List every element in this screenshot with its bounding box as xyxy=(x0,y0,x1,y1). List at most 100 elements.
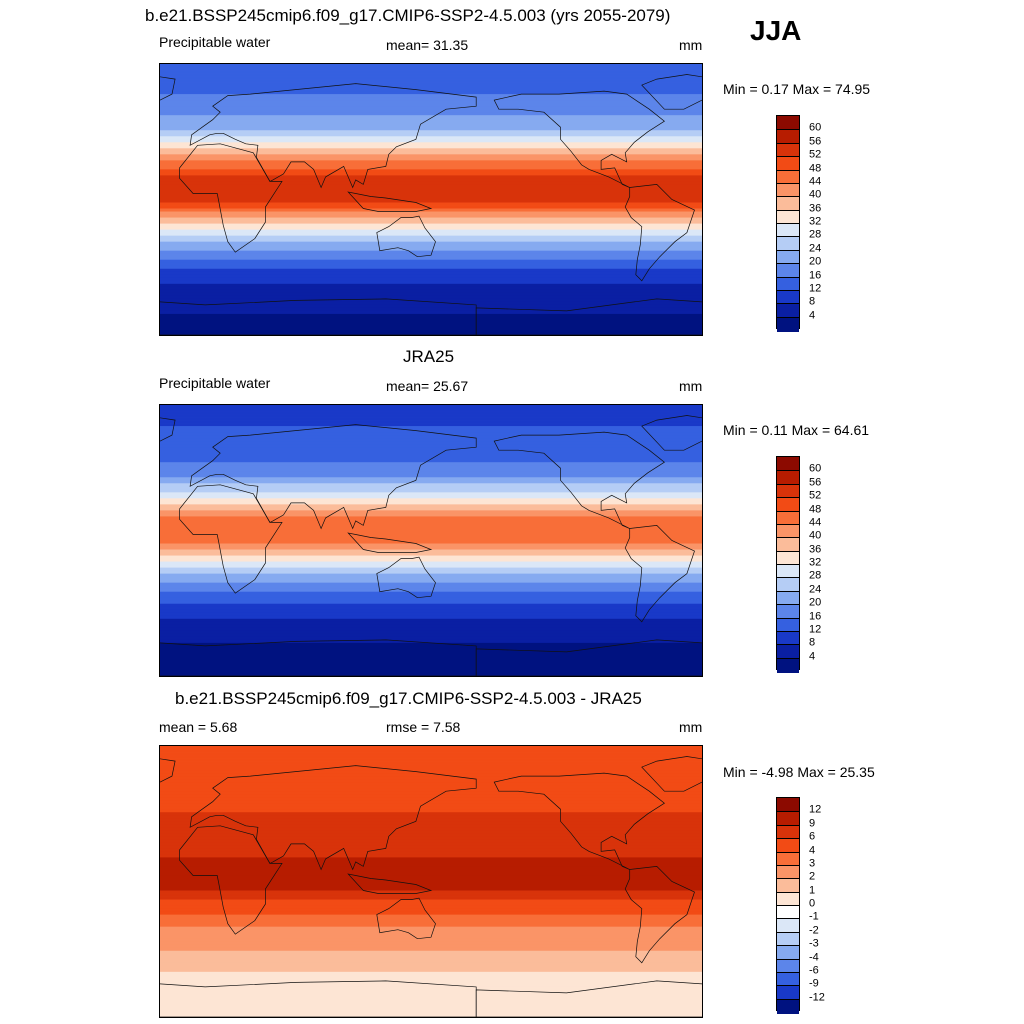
field-band xyxy=(160,1001,702,1006)
field-band xyxy=(160,944,702,949)
field-band xyxy=(160,657,702,662)
colorbar-segment xyxy=(777,931,799,947)
field-band xyxy=(160,513,702,517)
colorbar-segment xyxy=(777,223,799,238)
field-band xyxy=(160,561,702,565)
field-band xyxy=(160,106,702,110)
field-band xyxy=(160,597,702,602)
coastline-australia xyxy=(376,897,436,940)
colorbar-segment xyxy=(777,156,799,171)
coastline-southamerica xyxy=(624,525,695,623)
field-band xyxy=(160,660,702,665)
colorbar-tick-label: 16 xyxy=(809,610,822,622)
field-band xyxy=(160,495,702,499)
colorbar-tick-label: 36 xyxy=(809,202,822,215)
field-band xyxy=(160,250,702,255)
field-band xyxy=(160,483,702,487)
field-band xyxy=(160,139,702,143)
field-band xyxy=(160,109,702,113)
field-band xyxy=(160,310,702,315)
panel-3-map-svg xyxy=(160,746,702,1017)
field-band xyxy=(160,525,702,529)
field-band xyxy=(160,115,702,119)
field-band xyxy=(160,956,702,961)
colorbar-tick-label: 12 xyxy=(809,623,822,636)
field-band xyxy=(160,124,702,128)
field-band xyxy=(160,199,702,203)
colorbar-tick-label: 1 xyxy=(809,884,816,897)
colorbar-segment xyxy=(777,537,799,553)
field-band xyxy=(160,471,702,475)
field-band xyxy=(160,663,702,668)
coastline-antarctica xyxy=(160,980,477,1017)
colorbar-tick-label: 40 xyxy=(809,529,822,542)
field-band xyxy=(160,97,702,101)
field-band xyxy=(160,426,702,430)
field-band xyxy=(160,411,702,415)
field-band xyxy=(160,932,702,937)
field-band xyxy=(160,645,702,650)
colorbar-tick-label: 3 xyxy=(809,857,816,870)
field-band xyxy=(160,136,702,140)
panel-3-mean: mean = 5.68 xyxy=(159,719,238,735)
colorbar-tick-label: -6 xyxy=(809,964,819,977)
field-band xyxy=(160,908,702,913)
field-band xyxy=(160,127,702,131)
field-band xyxy=(160,785,702,789)
panel-3-units: mm xyxy=(679,719,703,735)
field-band xyxy=(160,821,702,825)
field-band xyxy=(160,833,702,837)
panel-3-map xyxy=(159,745,703,1018)
field-band xyxy=(160,480,702,484)
field-band xyxy=(160,627,702,632)
coastline-australia xyxy=(376,556,436,599)
field-band xyxy=(160,827,702,831)
field-band xyxy=(160,546,702,550)
colorbar-tick-label: 56 xyxy=(809,476,822,489)
field-band xyxy=(160,265,702,270)
colorbar-tick-label: 36 xyxy=(809,543,822,556)
field-band xyxy=(160,1010,702,1015)
field-band xyxy=(160,624,702,629)
colorbar-tick-label: 28 xyxy=(809,228,822,241)
field-band xyxy=(160,91,702,95)
colorbar-tick-label: 28 xyxy=(809,569,822,582)
field-band xyxy=(160,130,702,134)
field-band xyxy=(160,73,702,77)
colorbar-tick-label: 6 xyxy=(809,830,816,843)
colorbar-tick-label: 4 xyxy=(809,309,816,322)
field-band xyxy=(160,791,702,795)
field-band xyxy=(160,995,702,1000)
coastline-southamerica xyxy=(624,184,695,282)
field-band xyxy=(160,259,702,264)
field-band xyxy=(160,953,702,958)
colorbar-tick-label: 12 xyxy=(809,282,822,295)
coastline-eurasia xyxy=(189,83,477,189)
field-band xyxy=(160,304,702,309)
colorbar-tick-label: 8 xyxy=(809,636,816,649)
field-band xyxy=(160,190,702,194)
colorbar-segment xyxy=(777,523,799,539)
field-band xyxy=(160,902,702,906)
coastline-indonesia xyxy=(347,873,433,894)
field-band xyxy=(160,456,702,460)
panel-2-minmax: Min = 0.11 Max = 64.61 xyxy=(723,422,870,438)
field-band xyxy=(160,507,702,511)
colorbar-segment xyxy=(777,657,799,673)
colorbar-segment xyxy=(777,129,799,145)
coastline-indonesia xyxy=(347,532,433,553)
field-band xyxy=(160,112,702,116)
field-band xyxy=(160,328,702,333)
field-band xyxy=(160,474,702,478)
field-band xyxy=(160,322,702,327)
coastline-australia xyxy=(376,215,436,258)
field-band xyxy=(160,516,702,520)
colorbar-tick-label: 52 xyxy=(809,148,822,161)
field-band xyxy=(160,621,702,626)
panel-2-map xyxy=(159,404,703,677)
field-band xyxy=(160,606,702,611)
field-band xyxy=(160,648,702,653)
colorbar-tick-label: 12 xyxy=(809,803,822,816)
field-band xyxy=(160,226,702,231)
field-band xyxy=(160,64,702,68)
